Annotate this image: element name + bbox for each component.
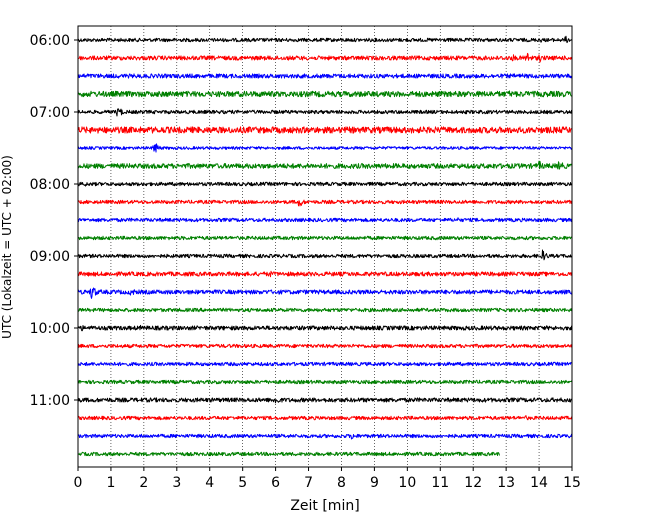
x-tick-label: 11	[431, 475, 449, 491]
trace-row	[77, 126, 573, 134]
trace-row	[77, 343, 573, 349]
x-tick-label: 15	[563, 475, 581, 491]
x-tick-label: 1	[106, 475, 115, 491]
trace-row	[77, 270, 573, 278]
trace-row	[77, 143, 573, 153]
x-tick-label: 3	[172, 475, 181, 491]
y-tick-label: 06:00	[30, 33, 70, 49]
x-tick-label: 6	[271, 475, 280, 491]
x-axis-label: Zeit [min]	[290, 498, 359, 514]
x-tick-label: 7	[304, 475, 313, 491]
y-tick-label: 09:00	[30, 249, 70, 265]
trace-row	[77, 287, 573, 299]
trace-row	[77, 307, 573, 313]
x-axis-ticks: 0 1 2 3 4 5 6 7 8 9 10 11 12 13 14 15	[74, 467, 581, 491]
trace-row	[77, 108, 573, 117]
trace-row	[77, 217, 573, 223]
y-axis-ticks: 06:00 07:00 08:00 09:00 10:00 11:00	[30, 33, 78, 409]
y-axis-label: UTC (Lokalzeit = UTC + 02:00)	[0, 155, 14, 339]
trace-row	[77, 90, 573, 98]
x-tick-label: 10	[398, 475, 416, 491]
trace-row	[77, 160, 573, 170]
trace-row	[77, 379, 573, 385]
trace-row	[77, 433, 573, 440]
trace-row	[77, 73, 573, 79]
x-tick-label: 9	[370, 475, 379, 491]
x-tick-label: 12	[464, 475, 482, 491]
plot-area-frame	[77, 25, 573, 468]
trace-row	[77, 35, 573, 44]
trace-row	[77, 397, 573, 404]
y-tick-label: 11:00	[30, 393, 70, 409]
x-tick-label: 5	[238, 475, 247, 491]
trace-row	[77, 451, 500, 457]
y-tick-label: 10:00	[30, 321, 70, 337]
trace-row	[77, 52, 573, 63]
trace-row	[77, 249, 573, 261]
trace-row	[77, 324, 573, 332]
x-tick-label: 0	[74, 475, 83, 491]
trace-row	[77, 199, 573, 207]
x-tick-label: 2	[139, 475, 148, 491]
seismic-traces	[77, 35, 573, 457]
trace-row	[77, 181, 573, 187]
x-tick-label: 4	[205, 475, 214, 491]
y-tick-label: 08:00	[30, 177, 70, 193]
trace-row	[77, 235, 573, 241]
trace-row	[77, 415, 573, 421]
x-tick-label: 14	[530, 475, 548, 491]
trace-row	[77, 361, 573, 367]
x-tick-label: 13	[497, 475, 515, 491]
x-tick-label: 8	[337, 475, 346, 491]
y-tick-label: 07:00	[30, 105, 70, 121]
